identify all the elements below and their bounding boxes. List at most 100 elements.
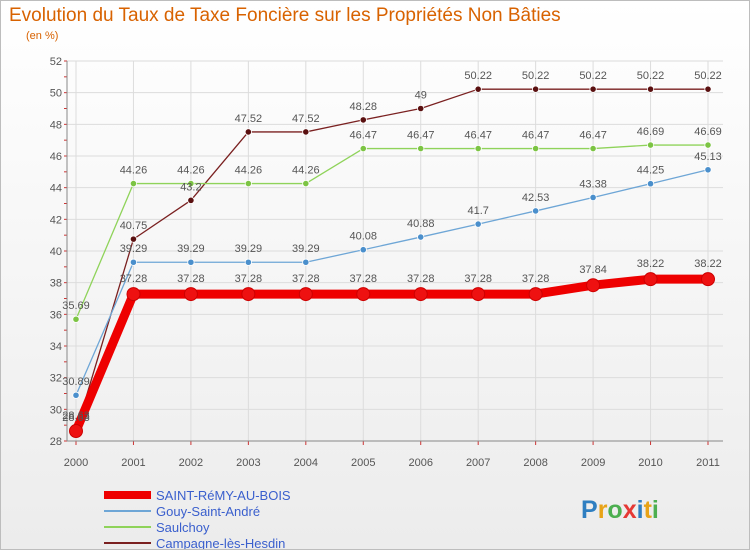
data-label: 37.28 (522, 273, 550, 285)
data-label: 44.25 (637, 165, 665, 177)
data-point (532, 144, 540, 153)
data-point (474, 220, 482, 228)
data-label: 50.22 (637, 70, 665, 82)
series-gouy-saint-andre (72, 166, 712, 399)
series-saint-remy-au-bois (69, 272, 715, 439)
data-label: 39.29 (292, 243, 320, 255)
legend-label: Gouy-Saint-André (156, 504, 260, 519)
x-tick-label: 2005 (351, 457, 375, 469)
x-tick-label: 2004 (294, 457, 318, 469)
x-tick-label: 2003 (236, 457, 260, 469)
series-campagne-les-hesdin (72, 85, 712, 435)
data-point (72, 391, 80, 399)
data-label-layer: 28.63 40.75 43.2 47.52 47.52 48.28 49 50.22 50.2… (62, 70, 722, 424)
data-point (356, 287, 371, 302)
data-label: 28.63 (62, 410, 90, 422)
series-layer (69, 85, 715, 439)
data-point (359, 116, 367, 124)
y-tick-label: 48 (50, 119, 62, 131)
data-label: 46.69 (694, 126, 722, 138)
data-point (417, 144, 425, 153)
data-label: 46.47 (579, 130, 607, 142)
data-point (704, 141, 712, 149)
chart-title: Evolution du Taux de Taxe Foncière sur l… (9, 5, 561, 26)
data-label: 37.28 (407, 273, 435, 285)
data-point (359, 246, 367, 254)
data-point (72, 315, 80, 323)
logo-letter: x (623, 496, 637, 524)
data-label: 46.69 (637, 126, 665, 138)
data-point (298, 287, 313, 302)
series-line (71, 274, 713, 436)
x-tick-label: 2010 (638, 457, 662, 469)
axis-layer: 28 30 32 34 36 38 40 42 44 46 48 50 52 2000 2001 2002 20… (50, 56, 723, 469)
series-line (75, 144, 709, 320)
data-point (129, 235, 138, 243)
data-label: 39.29 (177, 243, 205, 255)
data-label: 50.22 (579, 70, 607, 82)
legend-label: Saulchoy (156, 520, 210, 535)
data-label: 47.52 (235, 113, 263, 125)
data-point (528, 287, 543, 302)
data-point (589, 193, 597, 202)
y-tick-label: 30 (50, 404, 62, 416)
data-point (589, 144, 597, 153)
data-label: 46.47 (350, 130, 378, 142)
data-label: 38.22 (694, 258, 722, 270)
data-label: 40.88 (407, 218, 435, 230)
legend: SAINT-RéMY-AU-BOISGouy-Saint-AndréSaulch… (104, 488, 291, 549)
data-label: 44.26 (177, 165, 205, 177)
data-point (646, 141, 655, 149)
data-point (643, 272, 658, 287)
series-saulchoy (72, 141, 712, 323)
logo-letter: i (652, 496, 659, 524)
logo-letter: o (607, 496, 622, 524)
data-point (69, 424, 83, 439)
data-label: 46.47 (464, 130, 492, 142)
y-tick-label: 44 (50, 183, 62, 195)
data-label: 37.28 (120, 273, 148, 285)
data-point (474, 85, 482, 93)
data-label: 42.53 (522, 192, 550, 204)
y-tick-label: 50 (50, 88, 62, 100)
data-label: 37.28 (464, 273, 492, 285)
logo-letter: r (598, 496, 608, 524)
data-label: 28.63 (62, 412, 90, 424)
data-label: 43.38 (579, 178, 607, 190)
unit-label: (en %) (26, 30, 59, 42)
data-label: 44.26 (235, 165, 263, 177)
data-label: 40.75 (120, 220, 148, 232)
data-point (244, 179, 252, 188)
data-label: 39.29 (235, 243, 263, 255)
data-point (471, 287, 486, 302)
series-line (75, 169, 709, 396)
data-label: 49 (415, 90, 427, 102)
x-tick-label: 2000 (64, 457, 88, 469)
data-label: 41.7 (467, 205, 488, 217)
data-point (187, 179, 195, 188)
data-label: 48.28 (350, 101, 378, 113)
y-tick-label: 32 (50, 373, 62, 385)
x-tick-label: 2007 (466, 457, 490, 469)
y-tick-label: 34 (50, 341, 62, 353)
data-label: 37.28 (350, 273, 378, 285)
x-tick-label: 2009 (581, 457, 605, 469)
data-point (704, 166, 712, 174)
x-tick-label: 2008 (523, 457, 547, 469)
data-point (646, 180, 655, 188)
logo-letter: t (644, 496, 653, 524)
data-label: 30.89 (62, 376, 90, 388)
data-point (413, 287, 428, 302)
data-point (241, 287, 256, 302)
data-point (302, 258, 310, 266)
logo-letter: P (581, 496, 598, 524)
proxiti-logo: Proxiti (581, 496, 659, 524)
data-point (126, 287, 141, 302)
data-label: 37.28 (235, 273, 263, 285)
data-label: 45.13 (694, 151, 722, 163)
data-label: 40.08 (350, 231, 378, 243)
data-point (129, 179, 138, 188)
y-tick-label: 52 (50, 56, 62, 68)
